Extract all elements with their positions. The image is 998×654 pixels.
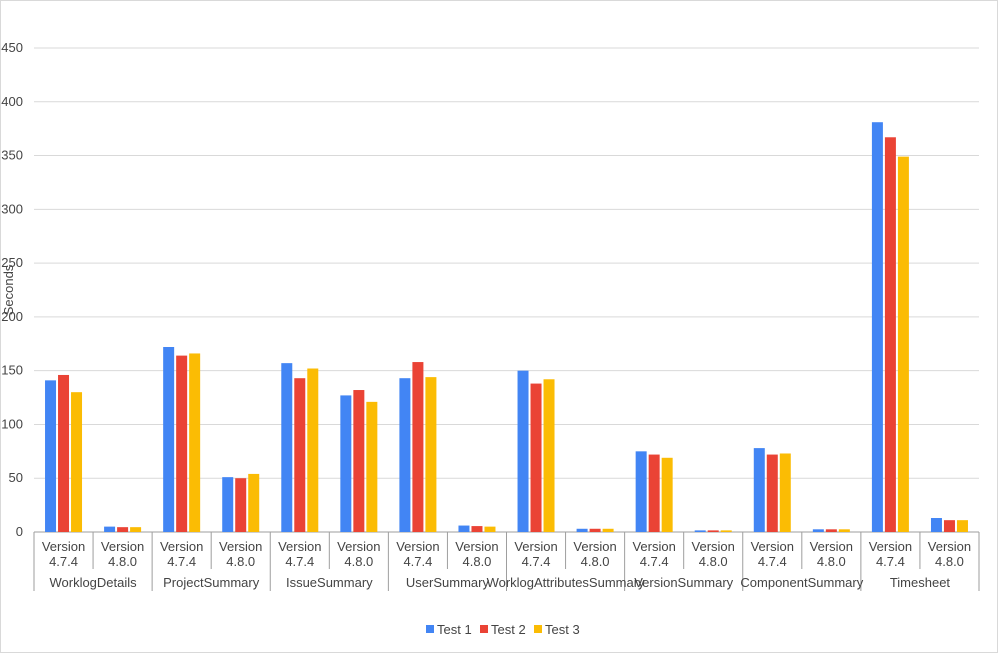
bar-test-2	[176, 355, 188, 532]
bar-test-3	[602, 528, 614, 532]
bar-test-1	[340, 395, 352, 532]
group-tick-label: UserSummary	[406, 575, 490, 590]
legend-swatch	[534, 625, 542, 633]
bar-test-2	[766, 454, 778, 532]
version-tick-label: Version 4.8.0	[928, 539, 971, 569]
bar-test-1	[104, 526, 116, 532]
y-tick-label: 0	[16, 524, 23, 539]
bar-test-1	[930, 518, 942, 532]
bar-test-2	[589, 528, 601, 532]
y-tick-label: 100	[1, 416, 23, 431]
version-tick-label: Version 4.7.4	[751, 539, 794, 569]
bar-test-2	[943, 520, 955, 532]
bar-test-3	[897, 156, 909, 532]
bar-test-3	[366, 401, 378, 532]
bar-test-1	[45, 380, 57, 532]
bar-test-1	[458, 525, 470, 532]
y-tick-label: 200	[1, 309, 23, 324]
bar-test-3	[956, 520, 968, 532]
bar-test-1	[517, 370, 529, 532]
bar-test-1	[576, 528, 588, 532]
gridlines	[34, 47, 979, 533]
version-tick-label: Version 4.8.0	[810, 539, 853, 569]
bar-test-1	[163, 347, 175, 532]
group-tick-label: WorklogDetails	[49, 575, 137, 590]
bar-test-3	[484, 526, 496, 532]
legend-label: Test 1	[437, 622, 472, 637]
legend-label: Test 2	[491, 622, 526, 637]
bar-test-3	[307, 368, 319, 532]
bar-test-2	[648, 454, 660, 532]
bar-test-1	[222, 477, 234, 532]
version-tick-label: Version 4.8.0	[573, 539, 616, 569]
y-axis-label: Seconds	[1, 264, 16, 315]
bar-test-2	[58, 374, 70, 532]
group-tick-label: ComponentSummary	[740, 575, 863, 590]
bar-test-3	[543, 379, 555, 532]
bar-test-3	[189, 353, 201, 532]
group-tick-label: IssueSummary	[286, 575, 373, 590]
bar-test-1	[281, 363, 293, 532]
bar-test-3	[838, 529, 850, 532]
bar-test-2	[825, 529, 837, 532]
bar-test-1	[871, 122, 883, 533]
bar-test-2	[884, 137, 896, 532]
y-tick-label: 300	[1, 201, 23, 216]
version-tick-label: Version 4.7.4	[632, 539, 675, 569]
bar-test-2	[117, 527, 129, 532]
bar-test-3	[425, 377, 437, 532]
bar-test-3	[720, 530, 732, 532]
y-tick-label: 350	[1, 148, 23, 163]
legend-swatch	[426, 625, 434, 633]
y-axis-ticks: 0 50 100 150 200 250 300 350 400 450	[1, 40, 23, 539]
bar-test-2	[530, 383, 542, 532]
version-tick-label: Version 4.7.4	[514, 539, 557, 569]
version-tick-label: Version 4.8.0	[337, 539, 380, 569]
version-tick-label: Version 4.8.0	[219, 539, 262, 569]
bars	[45, 122, 968, 533]
bar-test-3	[779, 453, 791, 532]
bar-test-2	[412, 362, 424, 532]
bar-test-3	[248, 473, 260, 532]
y-tick-label: 250	[1, 255, 23, 270]
group-tick-label: ProjectSummary	[163, 575, 260, 590]
bar-test-2	[235, 478, 247, 532]
version-tick-label: Version 4.7.4	[396, 539, 439, 569]
y-tick-label: 50	[9, 470, 23, 485]
legend-swatch	[480, 625, 488, 633]
bar-test-2	[294, 378, 306, 532]
legend-label: Test 3	[545, 622, 580, 637]
legend: Test 1 Test 2 Test 3	[426, 622, 580, 637]
version-tick-label: Version 4.7.4	[160, 539, 203, 569]
version-tick-label: Version 4.8.0	[101, 539, 144, 569]
y-tick-label: 450	[1, 40, 23, 55]
group-tick-label: Timesheet	[890, 575, 951, 590]
y-tick-label: 150	[1, 363, 23, 378]
bar-test-1	[812, 529, 824, 532]
version-tick-label: Version 4.8.0	[455, 539, 498, 569]
bar-test-1	[399, 378, 411, 532]
version-tick-label: Version 4.7.4	[278, 539, 321, 569]
bar-test-1	[753, 448, 765, 532]
x-axis: Version 4.7.4 Version 4.8.0 WorklogDetails Ve…	[33, 532, 980, 591]
bar-test-1	[694, 530, 706, 532]
y-tick-label: 400	[1, 94, 23, 109]
group-tick-label: VersionSummary	[634, 575, 733, 590]
bar-test-3	[71, 392, 83, 532]
bar-test-3	[130, 527, 142, 532]
version-tick-label: Version 4.7.4	[42, 539, 85, 569]
bar-test-2	[353, 390, 365, 532]
bar-test-3	[661, 457, 673, 532]
version-tick-label: Version 4.7.4	[869, 539, 912, 569]
bar-test-2	[707, 530, 719, 532]
bar-test-2	[471, 526, 483, 532]
group-tick-label: WorklogAttributesSummary	[487, 575, 645, 590]
version-tick-label: Version 4.8.0	[692, 539, 735, 569]
bar-test-1	[635, 451, 647, 532]
